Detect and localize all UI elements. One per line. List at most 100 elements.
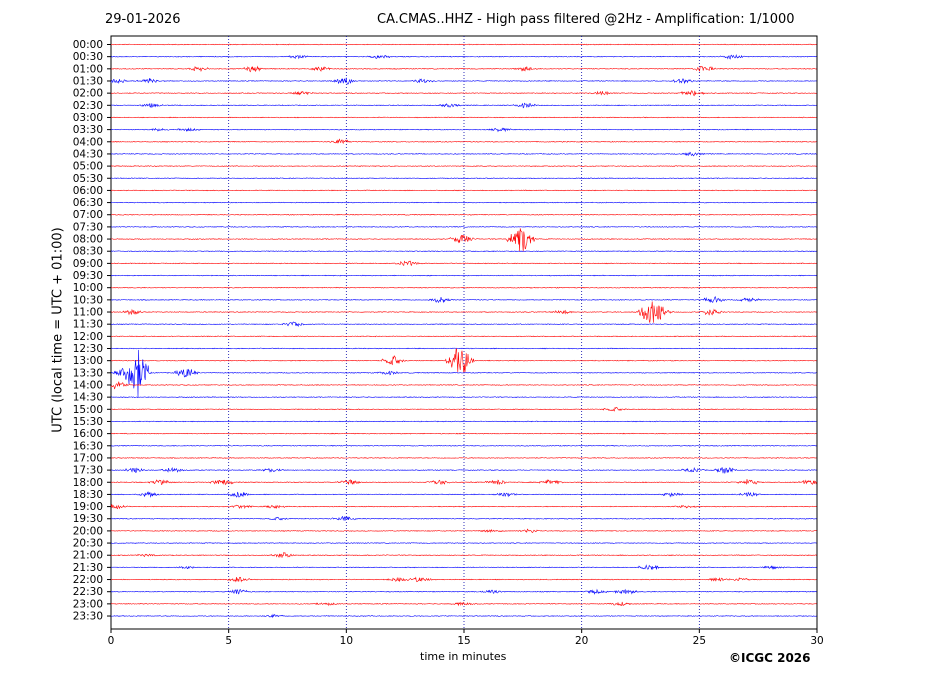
trace-01:00 — [110, 65, 817, 73]
y-tick-label: 20:30 — [73, 538, 103, 550]
trace-05:30 — [110, 177, 817, 180]
trace-04:00 — [110, 138, 817, 145]
y-tick-label: 23:30 — [73, 611, 103, 623]
trace-05:00 — [110, 165, 817, 167]
y-tick-label: 14:30 — [73, 392, 103, 404]
trace-14:30 — [110, 396, 817, 399]
x-tick-label: 15 — [457, 635, 470, 647]
trace-17:30 — [110, 466, 817, 474]
x-tick-label: 0 — [108, 635, 115, 647]
y-tick-label: 03:00 — [73, 112, 103, 124]
trace-09:30 — [110, 274, 817, 277]
trace-07:30 — [110, 226, 817, 228]
y-tick-label: 19:30 — [73, 513, 103, 525]
y-tick-label: 17:00 — [73, 452, 103, 464]
y-tick-label: 14:00 — [73, 379, 103, 391]
trace-21:00 — [110, 551, 817, 558]
trace-19:30 — [110, 515, 817, 521]
trace-23:00 — [110, 601, 817, 607]
y-tick-label: 17:30 — [73, 465, 103, 477]
y-tick-label: 02:30 — [73, 100, 103, 112]
y-tick-label: 02:00 — [73, 88, 103, 100]
trace-03:00 — [110, 116, 817, 119]
trace-04:30 — [110, 151, 817, 157]
y-tick-label: 22:00 — [73, 574, 103, 586]
trace-08:00 — [110, 228, 817, 252]
trace-23:30 — [110, 613, 817, 619]
trace-22:30 — [110, 588, 817, 595]
y-tick-label: 00:30 — [73, 51, 103, 63]
y-tick-label: 08:00 — [73, 234, 103, 246]
y-tick-label: 21:00 — [73, 550, 103, 562]
trace-02:00 — [110, 89, 817, 97]
y-tick-label: 10:30 — [73, 294, 103, 306]
trace-13:30 — [110, 349, 817, 397]
x-tick-label: 25 — [693, 635, 706, 647]
trace-14:00 — [110, 381, 817, 390]
trace-03:30 — [110, 127, 817, 133]
y-tick-label: 16:30 — [73, 440, 103, 452]
y-tick-label: 18:30 — [73, 489, 103, 501]
trace-08:30 — [110, 250, 817, 253]
y-tick-label: 05:30 — [73, 173, 103, 185]
trace-07:00 — [110, 213, 817, 216]
x-axis-label: time in minutes — [420, 650, 507, 663]
y-tick-label: 09:30 — [73, 270, 103, 282]
trace-20:00 — [110, 528, 817, 533]
y-tick-label: 00:00 — [73, 39, 103, 51]
y-tick-label: 07:00 — [73, 209, 103, 221]
copyright-label: ©ICGC 2026 — [729, 651, 811, 665]
y-tick-label: 04:30 — [73, 148, 103, 160]
y-tick-label: 23:00 — [73, 598, 103, 610]
y-tick-label: 18:00 — [73, 477, 103, 489]
x-tick-label: 10 — [340, 635, 353, 647]
y-tick-label: 19:00 — [73, 501, 103, 513]
x-tick-label: 5 — [225, 635, 232, 647]
y-tick-label: 15:30 — [73, 416, 103, 428]
y-tick-label: 03:30 — [73, 124, 103, 136]
y-tick-label: 06:30 — [73, 197, 103, 209]
y-tick-label: 07:30 — [73, 221, 103, 233]
y-tick-label: 21:30 — [73, 562, 103, 574]
trace-00:30 — [110, 53, 817, 60]
y-tick-label: 01:30 — [73, 75, 103, 87]
trace-18:00 — [110, 478, 817, 486]
y-tick-label: 12:00 — [73, 331, 103, 343]
y-tick-label: 13:00 — [73, 355, 103, 367]
trace-11:30 — [110, 321, 817, 328]
y-tick-label: 01:00 — [73, 63, 103, 75]
y-tick-label: 08:30 — [73, 246, 103, 258]
x-tick-label: 20 — [575, 635, 588, 647]
trace-06:30 — [110, 201, 817, 204]
y-tick-label: 05:00 — [73, 161, 103, 173]
trace-02:30 — [110, 102, 817, 109]
x-tick-label: 30 — [810, 635, 823, 647]
y-tick-label: 20:00 — [73, 525, 103, 537]
y-tick-label: 10:00 — [73, 282, 103, 294]
trace-09:00 — [110, 260, 817, 266]
y-tick-label: 22:30 — [73, 586, 103, 598]
trace-15:00 — [110, 406, 817, 412]
trace-06:00 — [110, 189, 817, 192]
trace-18:30 — [110, 491, 817, 498]
trace-16:30 — [110, 444, 817, 447]
trace-17:00 — [110, 457, 817, 459]
y-tick-label: 12:30 — [73, 343, 103, 355]
trace-11:00 — [110, 301, 817, 323]
trace-01:30 — [110, 77, 817, 85]
y-tick-label: 13:30 — [73, 367, 103, 379]
trace-10:00 — [110, 286, 817, 289]
trace-22:00 — [110, 576, 817, 583]
trace-16:00 — [110, 432, 817, 435]
trace-00:00 — [110, 43, 817, 46]
trace-12:30 — [110, 347, 817, 350]
y-tick-label: 15:00 — [73, 404, 103, 416]
y-tick-label: 11:00 — [73, 307, 103, 319]
trace-19:00 — [110, 503, 817, 510]
y-tick-label: 06:00 — [73, 185, 103, 197]
chart-title: CA.CMAS..HHZ - High pass filtered @2Hz -… — [377, 12, 795, 27]
y-tick-label: 16:00 — [73, 428, 103, 440]
trace-21:30 — [110, 564, 817, 571]
y-tick-label: 09:00 — [73, 258, 103, 270]
